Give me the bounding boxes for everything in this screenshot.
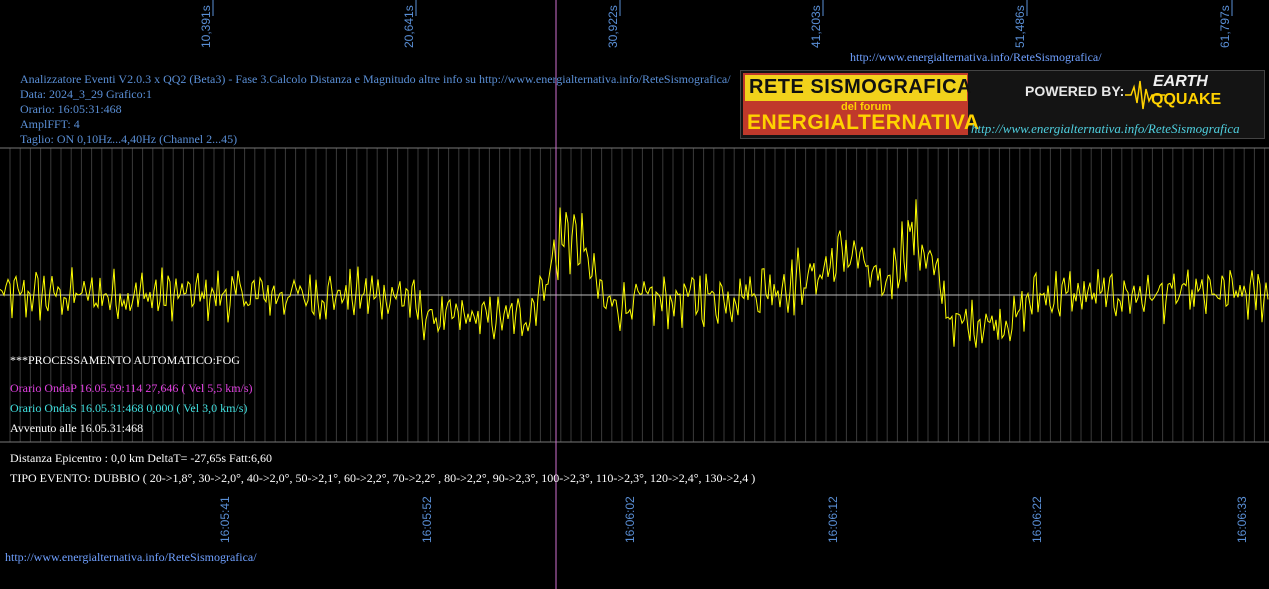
top-tick-label: 10,391s bbox=[199, 5, 213, 48]
logo-earth-text: EARTH bbox=[1153, 73, 1208, 90]
header-time: Orario: 16:05:31:468 bbox=[20, 102, 122, 116]
top-tick-label: 30,922s bbox=[606, 5, 620, 48]
seismic-wave-icon bbox=[1125, 80, 1165, 110]
p-wave-time: Orario OndaP 16.05.59:114 27,646 ( Vel 5… bbox=[10, 381, 253, 395]
signal-trace bbox=[0, 199, 1269, 348]
top-tick-label: 61,797s bbox=[1218, 5, 1232, 48]
bottom-url-link[interactable]: http://www.energialternativa.info/ReteSi… bbox=[5, 550, 257, 564]
bottom-tick-label: 16:06:02 bbox=[623, 496, 637, 543]
logo-powered-by: POWERED BY: bbox=[1025, 83, 1125, 99]
epicenter-distance: Distanza Epicentro : 0,0 km DeltaT= -27,… bbox=[10, 451, 273, 465]
bottom-tick-label: 16:05:41 bbox=[218, 496, 232, 543]
logo-qquake-text: QQUAKE bbox=[1151, 91, 1222, 108]
rete-sismografica-logo[interactable]: RETE SISMOGRAFICA del forum ENERGIALTERN… bbox=[740, 70, 1265, 139]
s-wave-time: Orario OndaS 16.05.31:468 0,000 ( Vel 3,… bbox=[10, 401, 248, 415]
top-tick-label: 20,641s bbox=[402, 5, 416, 48]
bottom-tick-label: 16:06:33 bbox=[1235, 496, 1249, 543]
bottom-tick-label: 16:05:52 bbox=[420, 496, 434, 543]
logo-forum-text: del forum bbox=[841, 101, 892, 113]
bottom-tick-label: 16:06:12 bbox=[826, 496, 840, 543]
event-occurred-time: Avvenuto alle 16.05.31:468 bbox=[10, 421, 144, 435]
header-title: Analizzatore Eventi V2.0.3 x QQ2 (Beta3)… bbox=[20, 72, 731, 86]
bottom-tick-label: 16:06:22 bbox=[1030, 496, 1044, 543]
horizontal-grid bbox=[0, 147, 1269, 443]
bottom-axis-ticks: 16:05:41 16:05:52 16:06:02 16:06:12 16:06:22… bbox=[218, 496, 1249, 543]
logo-yellow-band bbox=[745, 75, 967, 101]
top-tick-label: 51,486s bbox=[1013, 5, 1027, 48]
logo-rete-text: RETE SISMOGRAFICA bbox=[749, 76, 972, 98]
header-filter: Taglio: ON 0,10Hz...4,40Hz (Channel 2...… bbox=[20, 132, 238, 146]
header-date: Data: 2024_3_29 Grafico:1 bbox=[20, 87, 152, 101]
logo-url[interactable]: http://www.energialternativa.info/ReteSi… bbox=[971, 121, 1240, 136]
event-type: TIPO EVENTO: DUBBIO ( 20->1,8°, 30->2,0°… bbox=[10, 471, 756, 485]
top-url-link[interactable]: http://www.energialternativa.info/ReteSi… bbox=[850, 50, 1102, 64]
header-ampl: AmplFFT: 4 bbox=[20, 117, 80, 131]
logo-energialternativa-text: ENERGIALTERNATIVA bbox=[747, 111, 980, 134]
top-tick-label: 41,203s bbox=[809, 5, 823, 48]
top-axis-ticks: 10,391s 20,641s 30,922s 41,203s 51,486s 61,79… bbox=[199, 0, 1233, 48]
processing-status: ***PROCESSAMENTO AUTOMATICO:FOG bbox=[10, 353, 240, 367]
